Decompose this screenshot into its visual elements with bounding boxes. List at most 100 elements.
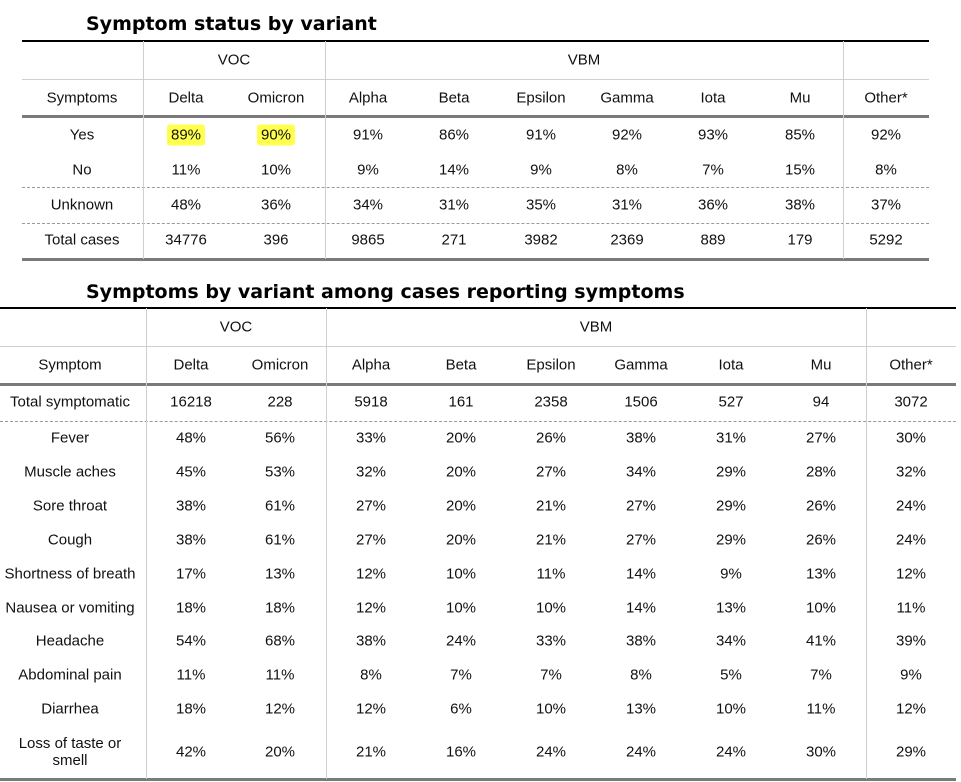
- table2-cell: 1506: [624, 393, 658, 411]
- table1-cell: 9%: [357, 161, 379, 179]
- table1-col-header: Omicron: [247, 89, 305, 107]
- table1-cell: 11%: [171, 161, 201, 179]
- table2-cell: 42%: [175, 743, 207, 761]
- table2-cell: Headache: [35, 632, 105, 650]
- table2-cell: 12%: [355, 700, 387, 718]
- table2-cell: 24%: [535, 743, 567, 761]
- table1-col-divider: [325, 41, 326, 259]
- table2-col-header: Gamma: [614, 356, 668, 374]
- table2-cell: 29%: [895, 743, 927, 761]
- table1-col-divider: [843, 41, 844, 259]
- table1-cell: 92%: [611, 126, 643, 144]
- table2-cell: 38%: [625, 632, 657, 650]
- table2-cell: 38%: [175, 531, 207, 549]
- table2-cell: 12%: [264, 700, 296, 718]
- table2-cell: 24%: [445, 632, 477, 650]
- table2-cell: 7%: [540, 666, 562, 684]
- table2-cell: 27%: [535, 463, 567, 481]
- table2-cell: Fever: [50, 429, 90, 447]
- table2-cell: 27%: [355, 497, 387, 515]
- table2-cell: 5918: [354, 393, 388, 411]
- table2-col-header: Symptom: [38, 356, 102, 374]
- table2-cell: 54%: [175, 632, 207, 650]
- table2-cell: 3072: [894, 393, 928, 411]
- table2-cell: 228: [267, 393, 293, 411]
- table2-cell: 27%: [625, 531, 657, 549]
- table2-cell: 17%: [175, 565, 207, 583]
- table1-title: Symptom status by variant: [86, 13, 377, 35]
- table2-cell: 20%: [445, 463, 477, 481]
- table1-cell: 48%: [170, 196, 202, 214]
- table2-cell: 11%: [176, 666, 206, 684]
- table2-cell: 8%: [360, 666, 382, 684]
- table2-cell: 20%: [445, 429, 477, 447]
- table2-cell: 39%: [895, 632, 927, 650]
- table2-cell: 27%: [625, 497, 657, 515]
- table2-cell: 11%: [265, 666, 295, 684]
- table1-col-header: Alpha: [348, 89, 388, 107]
- table2-cell: 12%: [355, 599, 387, 617]
- table1-cell: 5292: [869, 231, 903, 249]
- table2-cell: 21%: [535, 531, 567, 549]
- table1-col-divider: [143, 41, 144, 259]
- table2-cell: 18%: [175, 700, 207, 718]
- table1-cell: 3982: [524, 231, 558, 249]
- table2-cell: Cough: [47, 531, 93, 549]
- table1-cell: 34%: [352, 196, 384, 214]
- table2-col-header: Epsilon: [526, 356, 576, 374]
- table2-cell: Sore throat: [32, 497, 108, 515]
- table2-cell: 30%: [805, 743, 837, 761]
- table1-cell: 179: [787, 231, 813, 249]
- table2-cell: Nausea or vomiting: [5, 599, 135, 617]
- table2-cell: 10%: [535, 599, 567, 617]
- table2-cell: 24%: [625, 743, 657, 761]
- table2-cell: 61%: [264, 531, 296, 549]
- table2-cell: Shortness of breath: [4, 565, 136, 583]
- table2-cell: 14%: [625, 565, 657, 583]
- table1-dashed-rule: [22, 223, 929, 224]
- table1-cell: 8%: [875, 161, 897, 179]
- table2-title: Symptoms by variant among cases reportin…: [86, 281, 685, 303]
- table2-cell: 11%: [536, 565, 566, 583]
- table2-cell: 20%: [264, 743, 296, 761]
- table1-cell: 90%: [256, 124, 296, 146]
- table2-cell: Abdominal pain: [18, 666, 122, 684]
- table2-col-header: Omicron: [251, 356, 309, 374]
- table1-cell: 271: [441, 231, 467, 249]
- table2-cell: 9%: [720, 565, 742, 583]
- table1-cell: 15%: [784, 161, 816, 179]
- table1-cell: 10%: [260, 161, 292, 179]
- table2-col-header: Iota: [718, 356, 744, 374]
- table2-cell: 7%: [810, 666, 832, 684]
- table1-cell: 91%: [525, 126, 557, 144]
- table2-cell: 94: [812, 393, 830, 411]
- table2-cell: 33%: [535, 632, 567, 650]
- table1-cell: 89%: [166, 124, 206, 146]
- table2-cell: 13%: [805, 565, 837, 583]
- table1-col-header: Other*: [864, 89, 908, 107]
- table2-cell: 16%: [445, 743, 477, 761]
- table2-cell: 29%: [715, 463, 747, 481]
- table1-cell: 8%: [616, 161, 638, 179]
- table1-cell: 7%: [702, 161, 724, 179]
- table2-col-header: Alpha: [351, 356, 391, 374]
- table2-group-vbm: VBM: [579, 318, 613, 336]
- table1-cell: Total cases: [44, 231, 120, 249]
- table2-cell: 24%: [715, 743, 747, 761]
- table1-cell: 92%: [870, 126, 902, 144]
- table2-cell: 5%: [720, 666, 742, 684]
- table2-cell: 34%: [715, 632, 747, 650]
- table2-cell: 13%: [625, 700, 657, 718]
- table2-cell: 10%: [715, 700, 747, 718]
- table2-cell: 12%: [355, 565, 387, 583]
- table1-cell: 889: [700, 231, 726, 249]
- table2-cell: 10%: [805, 599, 837, 617]
- table1-header-rule: [22, 115, 929, 118]
- table2-cell: 28%: [805, 463, 837, 481]
- table2-cell: 10%: [445, 565, 477, 583]
- table1-cell: 396: [263, 231, 289, 249]
- table2-cell: 18%: [175, 599, 207, 617]
- table1-cell: 36%: [697, 196, 729, 214]
- table2-cell: 527: [718, 393, 744, 411]
- table2-cell: 38%: [355, 632, 387, 650]
